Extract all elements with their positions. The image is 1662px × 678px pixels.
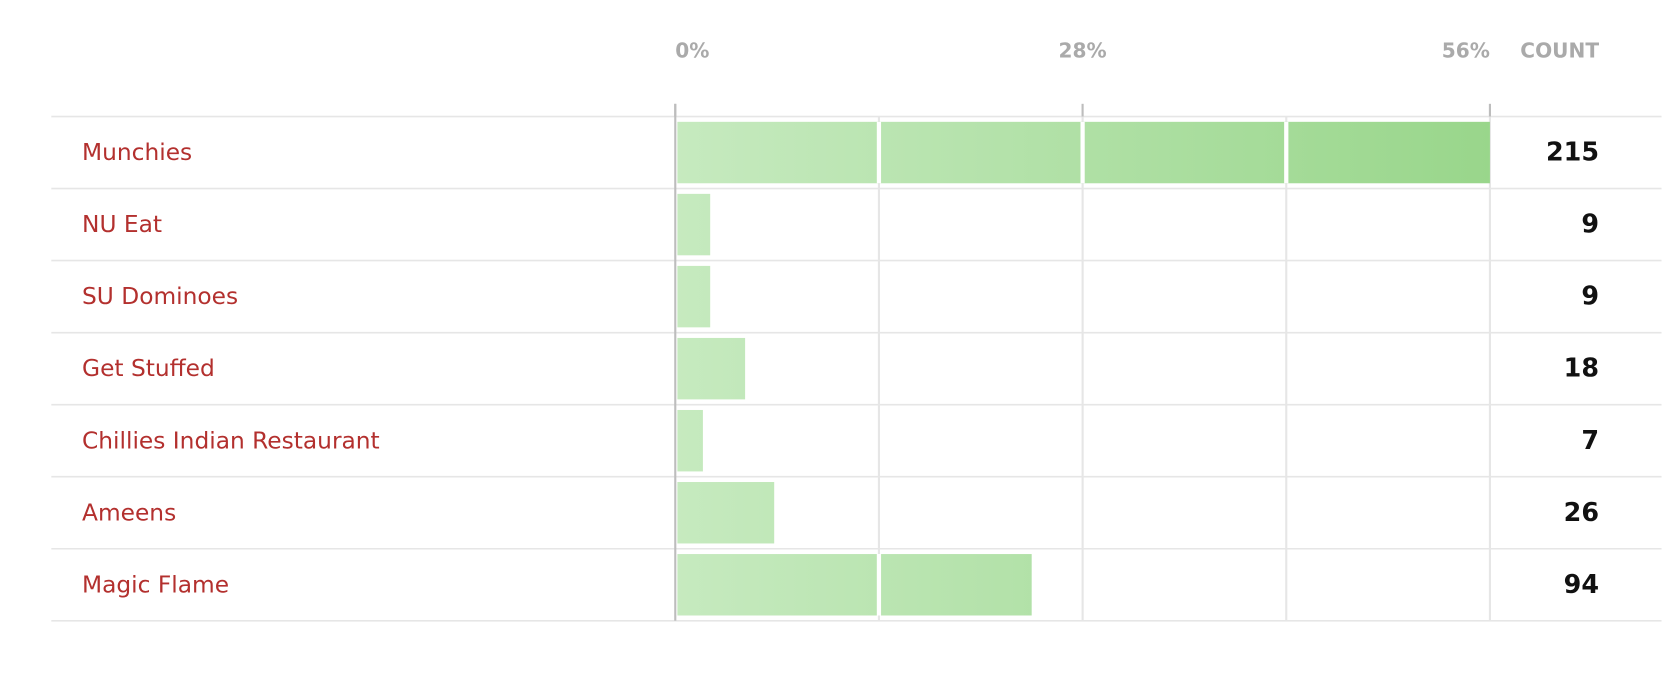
category-label: Chillies Indian Restaurant [82,427,380,454]
bar [677,265,711,328]
count-value: 9 [1581,209,1599,239]
count-header: COUNT [1520,38,1599,62]
count-value: 9 [1581,281,1599,311]
bar [677,193,711,256]
count-value: 215 [1546,137,1599,167]
count-value: 7 [1581,425,1599,455]
bar [677,482,775,544]
count-value: 26 [1564,497,1599,527]
category-label: Magic Flame [82,571,229,598]
category-label: Ameens [82,499,176,526]
category-label: NU Eat [82,211,162,238]
category-label: SU Dominoes [82,283,238,310]
bar [677,409,703,472]
count-value: 94 [1564,569,1599,599]
x-tick-label: 56% [1442,38,1490,62]
bar [677,337,746,400]
category-label: Munchies [82,139,192,166]
category-label: Get Stuffed [82,355,215,382]
x-tick-label: 0% [675,38,709,62]
bar [677,554,1032,616]
x-tick-label: 28% [1059,38,1107,62]
count-value: 18 [1564,353,1599,383]
